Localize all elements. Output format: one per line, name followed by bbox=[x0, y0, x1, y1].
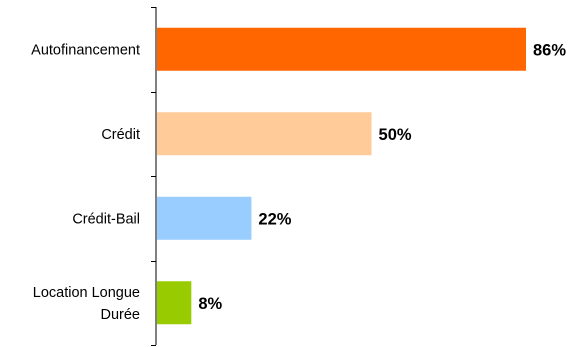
bar bbox=[157, 112, 372, 156]
y-axis bbox=[151, 7, 157, 346]
bars bbox=[157, 27, 526, 325]
data-label: 8% bbox=[198, 295, 222, 313]
category-label: Crédit bbox=[101, 127, 140, 143]
category-label: Durée bbox=[101, 307, 141, 323]
data-label: 86% bbox=[533, 41, 566, 59]
bar bbox=[157, 281, 192, 325]
data-label: 22% bbox=[258, 210, 291, 228]
bar bbox=[157, 27, 526, 71]
bar bbox=[157, 196, 252, 240]
data-label: 50% bbox=[379, 126, 412, 144]
category-label: Location Longue bbox=[33, 285, 140, 301]
category-label: Autofinancement bbox=[31, 42, 140, 58]
category-label: Crédit-Bail bbox=[72, 211, 140, 227]
labels: 86% Autofinancement 50% Crédit 22% Crédit-Bai… bbox=[31, 41, 566, 323]
